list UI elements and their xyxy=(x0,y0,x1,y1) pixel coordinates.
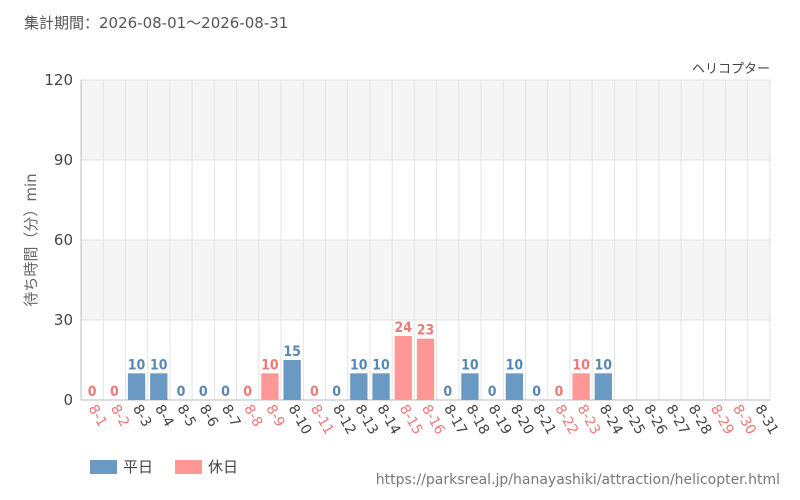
bar-value-label: 0 xyxy=(443,384,452,400)
bar-value-label: 0 xyxy=(199,384,208,400)
bar-value-label: 0 xyxy=(177,384,186,400)
bar xyxy=(594,373,612,400)
legend-swatch-weekday xyxy=(90,459,117,474)
legend-label-weekday: 平日 xyxy=(123,458,154,476)
bar-value-label: 10 xyxy=(261,357,279,373)
x-tick-label: 8-1 xyxy=(85,402,110,430)
chart-title: ヘリコプター xyxy=(692,62,770,77)
y-axis-ticks: 0 30 60 90 120 xyxy=(44,71,73,409)
x-tick-label: 8-2 xyxy=(107,402,132,430)
bar-value-label: 0 xyxy=(332,384,341,400)
plot-band xyxy=(81,160,770,240)
y-tick-label: 60 xyxy=(54,231,73,249)
legend-item-holiday: 休日 xyxy=(175,456,238,477)
bar xyxy=(505,373,524,400)
bar-value-label: 0 xyxy=(221,384,230,400)
bar-value-label: 0 xyxy=(488,384,497,400)
bar-value-label: 10 xyxy=(572,357,590,373)
bar-value-label: 10 xyxy=(372,357,390,373)
bar-value-label: 10 xyxy=(461,357,479,373)
plot-band xyxy=(81,240,770,320)
bar xyxy=(461,373,479,400)
bar-value-label: 10 xyxy=(350,357,368,373)
y-axis-label: 待ち時間（分）min xyxy=(22,173,40,306)
bar-value-label: 15 xyxy=(283,344,301,360)
bar xyxy=(283,360,301,400)
plot-band xyxy=(81,80,770,160)
bar xyxy=(394,336,412,400)
bars xyxy=(127,336,612,400)
bar-value-label: 0 xyxy=(532,384,541,400)
bar xyxy=(150,373,168,400)
bar-value-label: 0 xyxy=(310,384,319,400)
plot-background xyxy=(81,80,770,400)
bar xyxy=(372,373,390,400)
y-tick-label: 120 xyxy=(44,71,73,89)
bar-value-label: 0 xyxy=(110,384,119,400)
y-tick-label: 90 xyxy=(54,151,73,169)
legend-swatch-holiday xyxy=(175,459,203,474)
y-tick-label: 30 xyxy=(54,311,73,329)
bar-value-label: 10 xyxy=(595,357,613,373)
x-tick-label: 8-9 xyxy=(262,402,287,430)
x-tick-label: 8-31 xyxy=(751,402,781,438)
x-tick-label: 8-8 xyxy=(240,402,265,430)
bar-value-label: 0 xyxy=(243,384,252,400)
legend: 平日 休日 xyxy=(90,456,238,477)
y-tick-label: 0 xyxy=(63,391,73,409)
bar-value-label: 10 xyxy=(506,357,524,373)
x-tick-label: 8-3 xyxy=(129,402,154,430)
bar-value-label: 24 xyxy=(395,320,413,336)
x-tick-label: 8-7 xyxy=(218,402,243,430)
bar xyxy=(127,373,146,400)
source-url[interactable]: https://parksreal.jp/hanayashiki/attract… xyxy=(375,472,780,488)
period-label: 集計期間：2026-08-01～2026-08-31 xyxy=(24,14,289,32)
bar-value-label: 10 xyxy=(128,357,146,373)
bar xyxy=(350,373,368,400)
bar xyxy=(572,373,590,400)
bar-value-label: 0 xyxy=(88,384,97,400)
legend-label-holiday: 休日 xyxy=(208,458,239,476)
x-tick-label: 8-5 xyxy=(174,402,199,430)
bar xyxy=(261,373,279,400)
bar xyxy=(416,338,435,400)
x-axis-ticks: 8-18-28-38-48-58-68-78-88-98-108-118-128… xyxy=(85,402,782,438)
bar-value-label: 23 xyxy=(417,323,435,339)
bar-value-label: 0 xyxy=(554,384,563,400)
x-tick-label: 8-4 xyxy=(151,402,176,430)
bar-value-label: 10 xyxy=(150,357,168,373)
legend-item-weekday: 平日 xyxy=(90,456,153,477)
grid-lines xyxy=(80,79,771,401)
x-tick-label: 8-6 xyxy=(196,402,221,430)
